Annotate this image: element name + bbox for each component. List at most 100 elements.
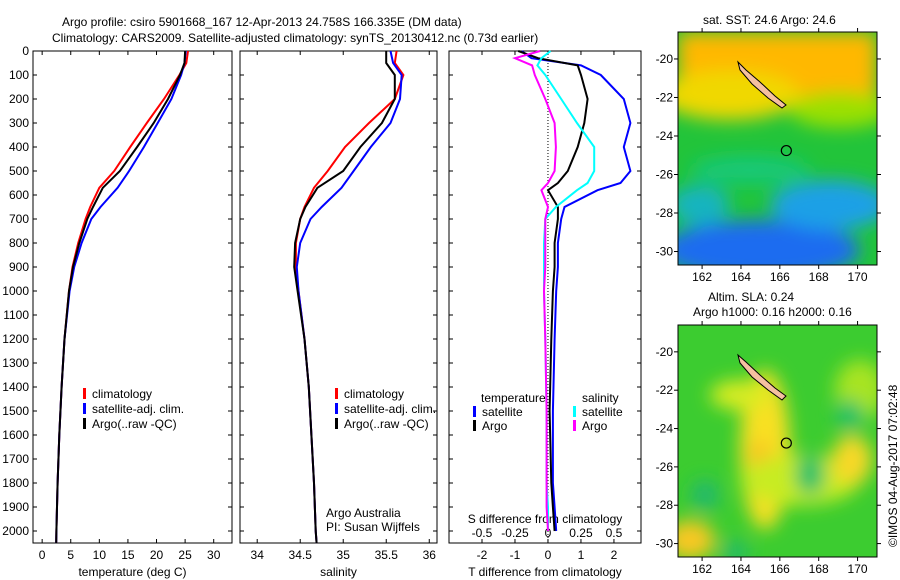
y-tick-label: 800 bbox=[9, 236, 29, 250]
x-tick-label: 5 bbox=[67, 548, 74, 562]
y-tick-label: -22 bbox=[656, 90, 674, 104]
y-tick-label: 900 bbox=[9, 260, 29, 274]
legend-label: Argo(..raw -QC) bbox=[344, 417, 429, 431]
x-tick-label: 30 bbox=[207, 548, 221, 562]
legend-swatch bbox=[335, 418, 338, 429]
plot-frame bbox=[239, 50, 438, 544]
legend-label: satellite-adj. clim. bbox=[92, 402, 184, 416]
x2-tick-label: 0.25 bbox=[569, 526, 593, 540]
x-tick-label: 170 bbox=[848, 562, 868, 576]
y-tick-label: 1400 bbox=[2, 380, 29, 394]
series-line-satellite-adj-clim- bbox=[55, 50, 187, 544]
x-tick-label: 2 bbox=[611, 548, 618, 562]
x-tick-label: 34.5 bbox=[289, 548, 313, 562]
legend-swatch bbox=[573, 420, 576, 431]
new-caledonia-land bbox=[737, 60, 787, 109]
annotation-text: PI: Susan Wijffels bbox=[326, 520, 420, 534]
y-tick-label: 700 bbox=[9, 212, 29, 226]
y-tick-label: 2000 bbox=[2, 524, 29, 538]
sla-map-title: Altim. SLA: 0.24 bbox=[708, 290, 794, 304]
series-line-temperature-satellite bbox=[521, 50, 632, 532]
y-tick-label: -30 bbox=[656, 537, 674, 551]
x-tick-label: 0 bbox=[39, 548, 46, 562]
legend-label: Argo(..raw -QC) bbox=[92, 417, 177, 431]
y-tick-label: 200 bbox=[9, 92, 29, 106]
x-tick-label: 15 bbox=[121, 548, 135, 562]
legend-label: climatology bbox=[344, 387, 404, 401]
x2-axis-label: S difference from climatology bbox=[468, 512, 623, 526]
y-tick-label: 0 bbox=[22, 44, 29, 58]
plots-group: 0100200300400500600700800900100011001200… bbox=[2, 28, 881, 579]
y-tick-label: -24 bbox=[656, 129, 674, 143]
y-tick-label: 1000 bbox=[2, 284, 29, 298]
y-tick-label: 100 bbox=[9, 68, 29, 82]
x-tick-label: 20 bbox=[150, 548, 164, 562]
x2-tick-label: 0 bbox=[545, 526, 552, 540]
y-tick-label: 400 bbox=[9, 140, 29, 154]
x-tick-label: 0 bbox=[545, 548, 552, 562]
y-tick-label: -22 bbox=[656, 383, 674, 397]
y-tick-label: 300 bbox=[9, 116, 29, 130]
y-tick-label: -26 bbox=[656, 460, 674, 474]
plot-frame bbox=[32, 50, 233, 544]
credit-text: ©IMOS 04-Aug-2017 07:02:48 bbox=[886, 384, 900, 547]
y-tick-label: -20 bbox=[656, 345, 674, 359]
x-tick-label: 34 bbox=[251, 548, 265, 562]
x-tick-label: 168 bbox=[809, 562, 829, 576]
x-tick-label: 1 bbox=[578, 548, 585, 562]
x-tick-label: 35.5 bbox=[375, 548, 399, 562]
series-line-temperature-argo bbox=[517, 50, 589, 532]
legend-swatch bbox=[573, 406, 576, 417]
legend-swatch bbox=[83, 388, 86, 399]
x-tick-label: 164 bbox=[731, 270, 751, 284]
x-tick-label: 168 bbox=[809, 270, 829, 284]
legend-label: satellite bbox=[482, 405, 523, 419]
x-tick-label: 166 bbox=[770, 270, 790, 284]
y-tick-label: 1500 bbox=[2, 404, 29, 418]
new-caledonia-land bbox=[737, 353, 787, 401]
legend-label: climatology bbox=[92, 387, 152, 401]
x2-tick-label: -0.5 bbox=[472, 526, 493, 540]
y-tick-label: 1600 bbox=[2, 428, 29, 442]
y-tick-label: -30 bbox=[656, 245, 674, 259]
x-axis-label: salinity bbox=[320, 565, 357, 579]
argo-location-marker bbox=[780, 437, 792, 449]
map-frame bbox=[677, 324, 878, 558]
legend-swatch bbox=[83, 418, 86, 429]
y-tick-label: 500 bbox=[9, 164, 29, 178]
argo-location-marker bbox=[780, 144, 792, 157]
legend-swatch bbox=[335, 403, 338, 414]
legend-label: Argo bbox=[482, 419, 508, 433]
annotation-text: Argo Australia bbox=[326, 506, 401, 520]
y-tick-label: 1100 bbox=[3, 308, 29, 322]
legend-label: Argo bbox=[582, 419, 608, 433]
title-line-2: Climatology: CARS2009. Satellite-adjuste… bbox=[52, 31, 538, 45]
legend-swatch bbox=[335, 388, 338, 399]
y-tick-label: 1900 bbox=[2, 500, 29, 514]
sst-map-title: sat. SST: 24.6 Argo: 24.6 bbox=[703, 13, 836, 27]
x-tick-label: 170 bbox=[848, 270, 868, 284]
series-line-argo-raw-qc- bbox=[55, 50, 187, 544]
x-tick-label: 35 bbox=[337, 548, 351, 562]
legend-swatch bbox=[473, 420, 476, 431]
series-line-argo-raw-qc- bbox=[293, 51, 396, 544]
x-tick-label: 25 bbox=[178, 548, 192, 562]
x-axis-label: T difference from climatology bbox=[468, 565, 622, 579]
sla-map-subtitle: Argo h1000: 0.16 h2000: 0.16 bbox=[693, 305, 852, 319]
legend-swatch bbox=[473, 406, 476, 417]
sla-map bbox=[678, 325, 877, 557]
x-tick-label: 164 bbox=[731, 562, 751, 576]
series-line-climatology bbox=[55, 50, 189, 544]
series-line-climatology bbox=[294, 50, 405, 544]
x-tick-label: -2 bbox=[477, 548, 488, 562]
y-tick-label: -28 bbox=[656, 498, 674, 512]
y-tick-label: -26 bbox=[656, 167, 674, 181]
legend-label: satellite-adj. clim. bbox=[344, 402, 436, 416]
y-tick-label: -28 bbox=[656, 206, 674, 220]
series-line-salinity-argo bbox=[511, 50, 557, 532]
y-tick-label: 600 bbox=[9, 188, 29, 202]
map-frame bbox=[677, 31, 878, 266]
x-tick-label: 162 bbox=[692, 562, 712, 576]
x2-tick-label: -0.25 bbox=[501, 526, 529, 540]
